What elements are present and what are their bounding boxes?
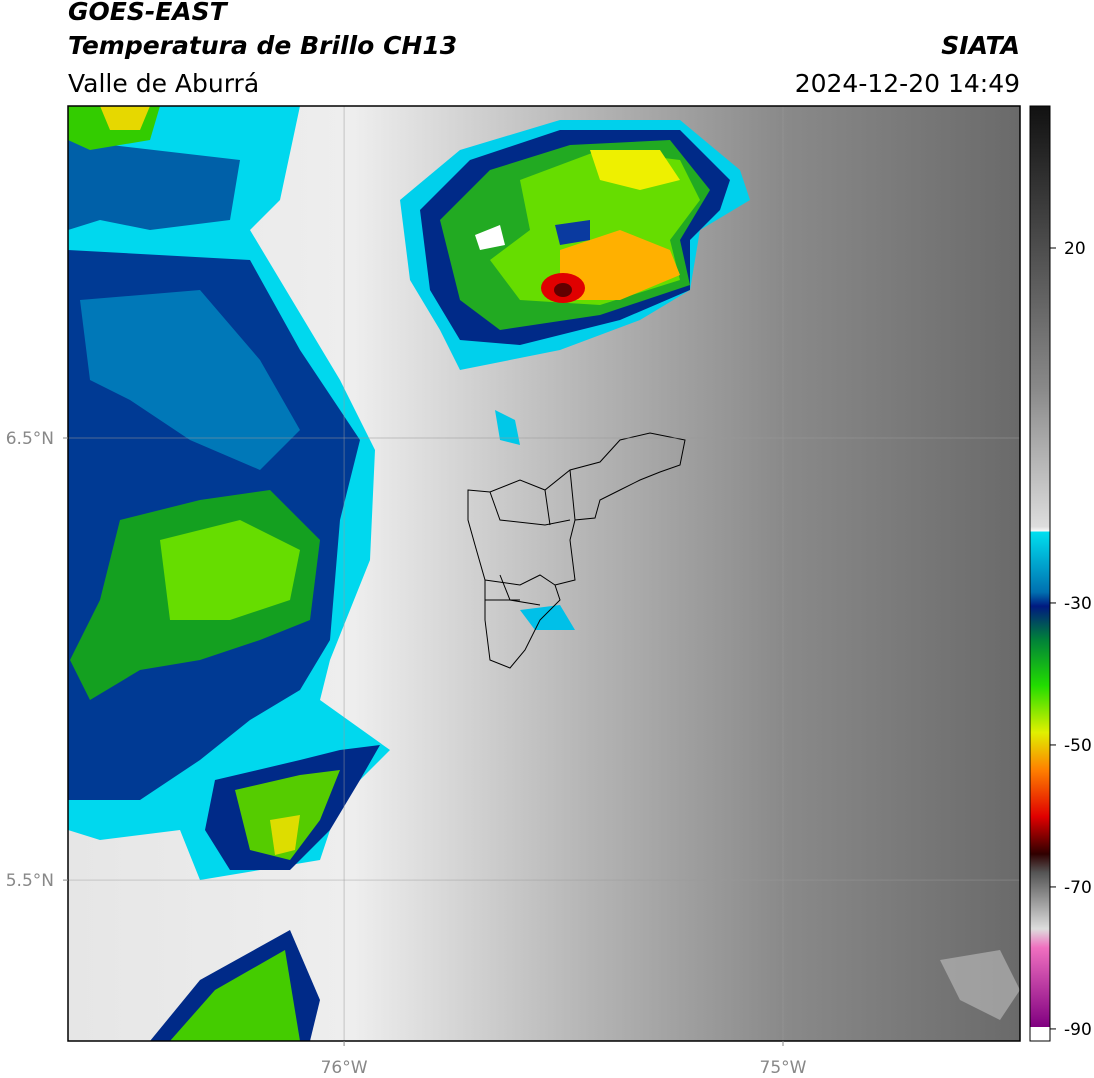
- title: GOES-EAST: [68, 0, 229, 26]
- source: SIATA: [941, 31, 1020, 60]
- municipal-boundaries: [467, 432, 686, 669]
- colorbar-label: -30: [1064, 594, 1092, 614]
- satellite-image: [68, 106, 1020, 1041]
- grid: [68, 106, 1020, 1041]
- y-tick-label: 5.5°N: [6, 871, 54, 891]
- colorbar-label: -50: [1064, 736, 1092, 756]
- y-tick-label: 6.5°N: [6, 429, 54, 449]
- colorbar-label: 20: [1064, 239, 1086, 259]
- region: Valle de Aburrá: [68, 69, 259, 98]
- timestamp: 2024-12-20 14:49: [795, 69, 1020, 98]
- x-tick-label: 75°W: [760, 1058, 807, 1078]
- x-tick-label: 76°W: [321, 1058, 368, 1078]
- subtitle: Temperatura de Brillo CH13: [68, 31, 457, 60]
- colorbar: [1029, 105, 1051, 1042]
- colorbar-label: -70: [1064, 878, 1092, 898]
- map-frame: [67, 105, 1021, 1042]
- colorbar-label: -90: [1064, 1020, 1092, 1040]
